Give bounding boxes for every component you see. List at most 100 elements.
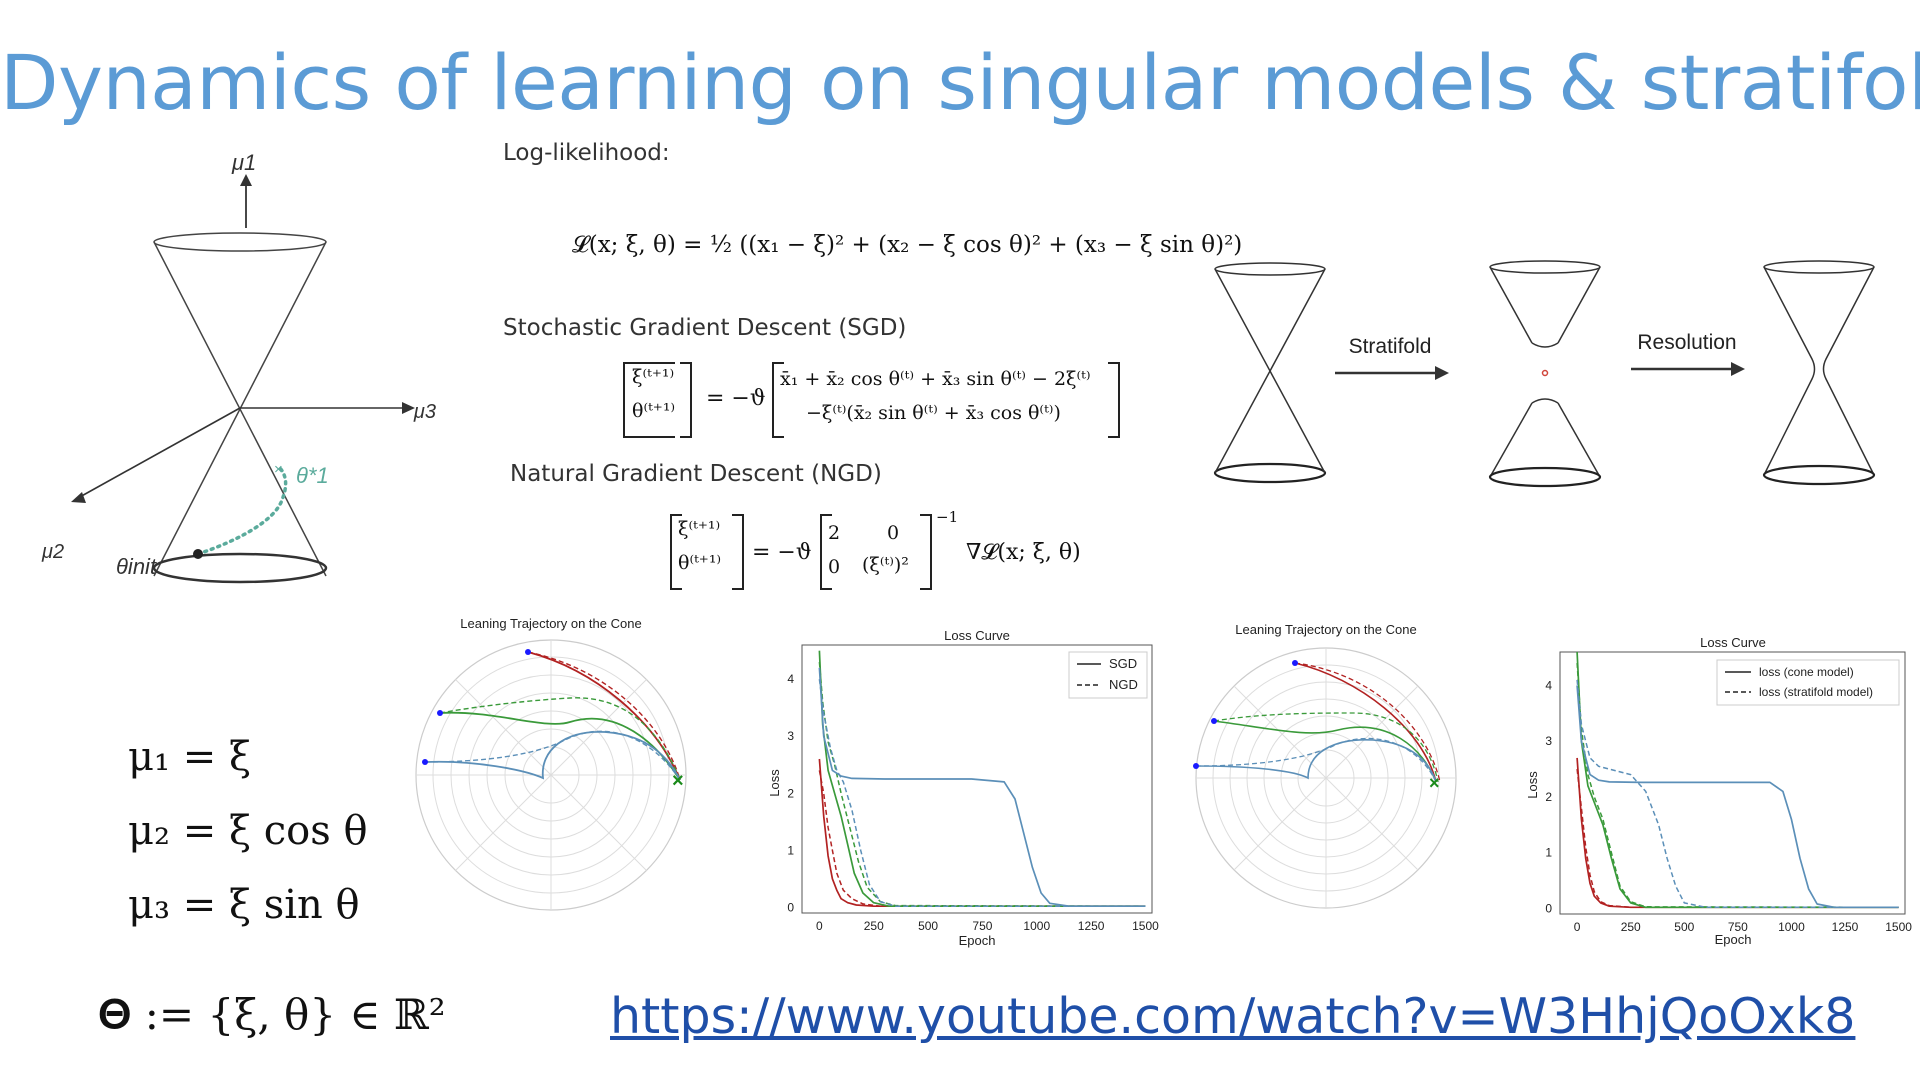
- cone-line: [153, 241, 327, 577]
- start-point: [437, 710, 443, 716]
- start-point: [1292, 660, 1298, 666]
- x-tick-label: 1500: [1885, 920, 1912, 934]
- trajectory-green-ngd: [439, 697, 681, 781]
- start-point: [525, 649, 531, 655]
- y-tick-label: 0: [1545, 901, 1552, 915]
- polar-right-title: Leaning Trajectory on the Cone: [1235, 622, 1416, 637]
- y-tick-label: 1: [787, 843, 794, 857]
- axis-mu2: [77, 407, 241, 499]
- sgd-lhs-bottom: θ⁽ᵗ⁺¹⁾: [632, 400, 676, 422]
- loss-series-line: [1576, 651, 1899, 909]
- loss-series-line: [1576, 769, 1899, 909]
- loss-right-legend: loss (cone model) loss (stratifold model…: [1716, 659, 1900, 706]
- target-marker: ×: [672, 770, 684, 792]
- theta-init-point: [193, 549, 203, 559]
- polar-left-title: Leaning Trajectory on the Cone: [460, 616, 641, 631]
- polar-grid: [1195, 647, 1457, 909]
- loss-left-yticks: 0 1 2 3 4: [787, 672, 794, 914]
- ngd-exponent: −1: [936, 508, 959, 526]
- x-tick-label: 500: [1674, 920, 1694, 934]
- trajectory-blue-sgd: [424, 731, 681, 781]
- cone-diagram: × μ1 μ3 μ2 θ*1 θinit: [41, 150, 436, 584]
- target-marker: ×: [1429, 773, 1440, 793]
- ngd-m22: (ξ⁽ᵗ⁾)²: [862, 554, 909, 576]
- y-tick-label: 4: [1545, 678, 1552, 692]
- x-tick-label: 0: [816, 919, 823, 933]
- mu3-label: μ3: [413, 401, 436, 423]
- y-tick-label: 2: [787, 786, 794, 800]
- x-tick-label: 250: [1621, 920, 1641, 934]
- x-tick-label: 1250: [1078, 919, 1105, 933]
- ngd-lhs-right-bracket: [732, 514, 744, 590]
- x-tick-label: 1000: [1778, 920, 1805, 934]
- slide-title: Dynamics of learning on singular models …: [0, 38, 1920, 127]
- loss-left-series: [818, 650, 1146, 908]
- ngd-matrix-right-bracket: [920, 514, 932, 590]
- loss-series-line: [818, 667, 1146, 908]
- stratifold-label: Stratifold: [1349, 335, 1432, 358]
- trajectory-green-cone: [1213, 720, 1437, 783]
- theta-star-marker: ×: [274, 461, 283, 478]
- loss-series-line: [1576, 757, 1899, 909]
- loss-left-xticks: 0 250 500 750 1000 1250 1500: [816, 919, 1159, 933]
- y-tick-label: 2: [1545, 790, 1552, 804]
- loss-series-line: [818, 662, 1146, 907]
- loss-series-line: [818, 758, 1146, 908]
- x-tick-label: 250: [864, 919, 884, 933]
- ngd-gradient: ∇𝓛(x; ξ, θ): [966, 540, 1081, 565]
- trajectory-green-stratifold: [1213, 712, 1439, 783]
- loss-left-title: Loss Curve: [944, 628, 1010, 643]
- param-mu3: μ₃ = ξ sin θ: [128, 882, 360, 928]
- cone-bottom-rim: [152, 552, 328, 584]
- x-tick-label: 0: [1574, 920, 1581, 934]
- mu2-label: μ2: [41, 541, 64, 563]
- sgd-lhs-left-bracket: [623, 362, 675, 438]
- param-mu1: μ₁ = ξ: [128, 734, 252, 780]
- loss-series-line: [818, 679, 1146, 907]
- ngd-m21: 0: [828, 556, 841, 578]
- ngd-matrix-left-bracket: [820, 514, 832, 590]
- svg-text:SGD: SGD: [1109, 656, 1137, 671]
- mu1-label: μ1: [231, 150, 256, 175]
- trajectory-red-cone: [1294, 662, 1437, 783]
- y-tick-label: 0: [787, 900, 794, 914]
- theta-star-label: θ*1: [296, 463, 329, 488]
- polar-plot-right: Leaning Trajectory on the Cone ×: [1193, 622, 1457, 909]
- x-tick-label: 1500: [1132, 919, 1159, 933]
- trajectory-red-ngd: [527, 651, 681, 781]
- y-tick-label: 1: [1545, 846, 1552, 860]
- y-tick-label: 4: [787, 672, 794, 686]
- loss-right-ylabel: Loss: [1525, 771, 1540, 799]
- ngd-lhs-left-bracket: [670, 514, 682, 590]
- svg-text:NGD: NGD: [1109, 677, 1138, 692]
- cone-resolved: [1762, 260, 1876, 486]
- x-tick-label: 500: [918, 919, 938, 933]
- cone-stratifold: [1488, 260, 1602, 488]
- x-tick-label: 1000: [1023, 919, 1050, 933]
- y-tick-label: 3: [1545, 734, 1552, 748]
- start-point: [1193, 763, 1199, 769]
- polar-plot-left: Leaning Trajectory on the Cone ×: [415, 616, 687, 911]
- ngd-label: Natural Gradient Descent (NGD): [510, 461, 882, 487]
- svg-text:loss (stratifold model): loss (stratifold model): [1759, 685, 1873, 699]
- loss-right-xlabel: Epoch: [1715, 932, 1752, 947]
- trajectory-blue-cone: [1195, 739, 1437, 783]
- theta-init-label: θinit: [116, 554, 157, 579]
- start-point: [422, 759, 428, 765]
- trajectory-red-sgd: [527, 651, 681, 781]
- sgd-rhs-right-bracket: [1108, 362, 1120, 438]
- loss-series-line: [818, 650, 1146, 908]
- start-point: [1211, 718, 1217, 724]
- sgd-lhs-right-bracket: [680, 362, 692, 438]
- trajectory-path: [196, 466, 288, 556]
- loss-right-frame: [1559, 651, 1906, 915]
- loss-left-xlabel: Epoch: [959, 933, 996, 948]
- loss-right-xticks: 0 250 500 750 1000 1250 1500: [1574, 920, 1912, 934]
- ngd-lhs-top: ξ⁽ᵗ⁺¹⁾: [678, 518, 721, 540]
- ngd-lhs-bottom: θ⁽ᵗ⁺¹⁾: [678, 552, 722, 574]
- y-tick-label: 3: [787, 729, 794, 743]
- youtube-link[interactable]: https://www.youtube.com/watch?v=W3HhjQoO…: [610, 988, 1856, 1045]
- loss-left-ylabel: Loss: [767, 769, 782, 797]
